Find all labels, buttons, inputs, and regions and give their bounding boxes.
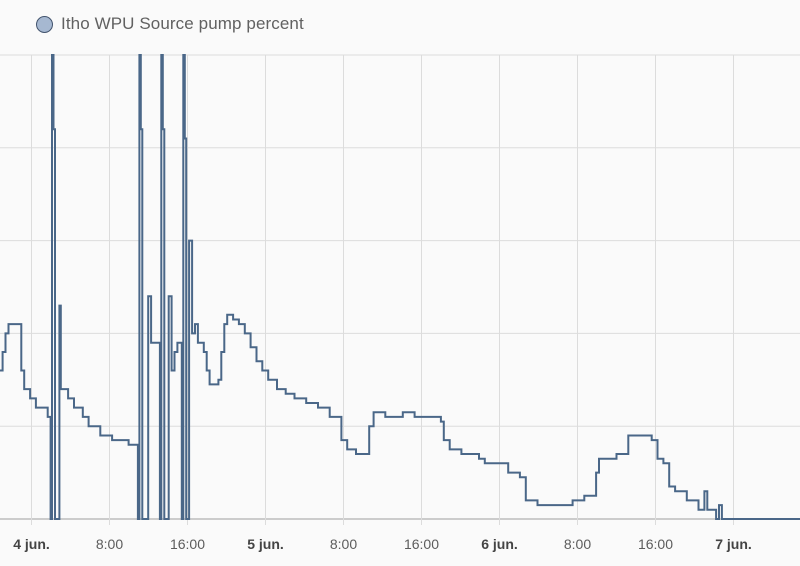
x-tick-label: 8:00 [330, 536, 357, 552]
x-axis: 4 jun. 8:00 16:00 5 jun. 8:00 16:00 6 jun. 8:00… [13, 536, 752, 552]
series [0, 54, 800, 520]
x-tick-label: 16:00 [404, 536, 439, 552]
legend-swatch [36, 15, 53, 33]
legend[interactable]: Itho WPU Source pump percent [36, 14, 304, 34]
x-tick-label: 5 jun. [247, 536, 284, 552]
x-tick-label: 7 jun. [715, 536, 752, 552]
x-tick-label: 8:00 [96, 536, 123, 552]
grid [0, 54, 800, 525]
x-tick-label: 6 jun. [481, 536, 518, 552]
x-tick-label: 16:00 [170, 536, 205, 552]
x-tick-label: 8:00 [564, 536, 591, 552]
x-tick-label: 4 jun. [13, 536, 50, 552]
legend-label: Itho WPU Source pump percent [61, 14, 304, 33]
x-tick-label: 16:00 [638, 536, 673, 552]
series-line [0, 54, 800, 520]
